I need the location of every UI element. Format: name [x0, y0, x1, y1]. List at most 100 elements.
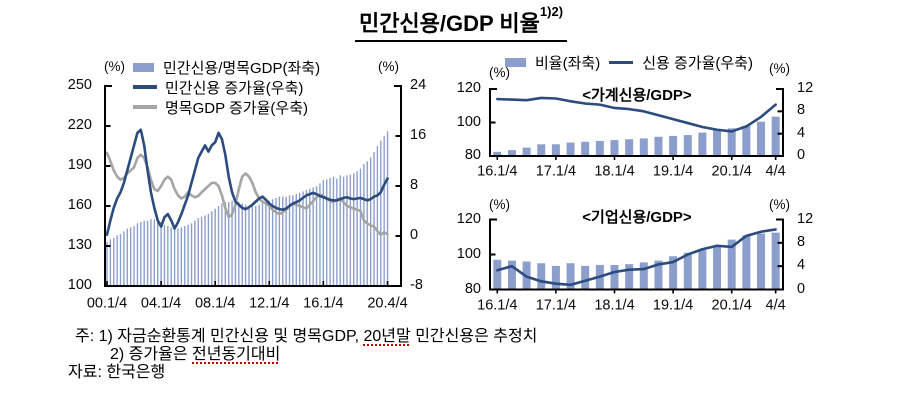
bar [727, 239, 736, 290]
bar [309, 188, 311, 286]
bar [211, 211, 213, 286]
bar [386, 131, 389, 286]
y-axis-tick-label: 12 [797, 210, 814, 227]
bar [507, 150, 516, 156]
bar [282, 196, 284, 286]
bar [742, 125, 751, 156]
y-axis-tick-label: 4 [797, 257, 806, 274]
bar [383, 136, 385, 286]
legend-item-credit-growth: 민간신용 증가율(우축) [133, 77, 320, 97]
bar [771, 232, 780, 290]
bar [305, 190, 308, 286]
y-axis-tick-label: 0 [797, 280, 806, 297]
bar [238, 202, 240, 286]
x-axis-tick-label: 4/4 [765, 163, 786, 180]
note-1-prefix: 1) 자금순환통계 민간신용 및 명목GDP, [98, 328, 364, 345]
bar [713, 245, 722, 290]
bar [349, 174, 352, 286]
bar [329, 178, 331, 286]
right-panel-legend: 비율(좌축) 신용 증가율(우축) [505, 52, 753, 73]
bar [119, 234, 122, 286]
legend-item-label: 비율(좌축) [535, 55, 601, 72]
y-axis-tick-label: 8 [797, 102, 806, 119]
bar [180, 227, 183, 286]
bar [288, 195, 291, 286]
bar [285, 196, 287, 286]
bar [356, 171, 358, 286]
bar [669, 256, 678, 290]
x-axis-tick-label: 4/4 [765, 297, 786, 314]
note-1-suffix: 민간신용은 추정치 [410, 328, 538, 345]
y-axis-tick-label: 0 [410, 227, 419, 244]
right-axis-unit-label: (%) [769, 197, 790, 212]
y-axis-tick-label: 12 [797, 80, 814, 97]
bar [654, 260, 663, 290]
bar [194, 220, 196, 286]
bar [771, 116, 780, 156]
x-axis-tick-label: 00.1/4 [86, 295, 128, 312]
bar [278, 196, 281, 286]
corporate-chart-title: <기업신용/GDP> [582, 209, 692, 226]
bar [217, 206, 220, 286]
bar [113, 238, 115, 286]
note-1-marked: 20년말 [363, 328, 411, 345]
x-axis-tick-label: 08.1/4 [194, 295, 236, 312]
y-axis-tick-label: 250 [67, 77, 92, 94]
figure-title: 민간신용/GDP 비율1)2) [354, 4, 568, 42]
y-axis-tick-label: 8 [797, 234, 806, 251]
bar [625, 139, 634, 156]
bar [187, 224, 189, 286]
bar [150, 219, 152, 286]
bar [698, 250, 707, 290]
bar [214, 208, 216, 286]
y-axis-tick-label: -8 [410, 277, 423, 294]
bar-swatch-icon [505, 58, 526, 67]
bar [268, 200, 270, 286]
bar [625, 264, 634, 290]
bar [315, 186, 318, 286]
y-axis-tick-label: 16 [410, 127, 427, 144]
footnote-1: 주: 1) 자금순환통계 민간신용 및 명목GDP, 20년말 민간신용은 추정… [75, 328, 537, 346]
bar [363, 164, 365, 286]
series-line [105, 151, 389, 237]
bar [346, 175, 348, 286]
source-note: 자료: 한국은행 [68, 364, 165, 382]
bar [581, 265, 590, 290]
bar [312, 187, 314, 286]
legend-item-label: 민간신용 증가율(우축) [165, 79, 304, 97]
bar [265, 202, 267, 286]
bar [129, 227, 132, 286]
bar [221, 203, 223, 286]
bar [742, 235, 751, 290]
bar [200, 216, 203, 286]
bar [566, 263, 575, 290]
bar [160, 222, 162, 286]
x-axis-tick-label: 17.1/4 [535, 163, 577, 180]
household-chart-title: <가계신용/GDP> [582, 87, 692, 104]
bar [261, 203, 264, 286]
bar [241, 203, 243, 286]
y-axis-tick-label: 120 [456, 210, 481, 227]
bar [654, 136, 663, 156]
y-axis-tick-label: 0 [797, 147, 806, 164]
bar [146, 220, 149, 286]
y-axis-tick-label: 130 [67, 237, 92, 254]
bar [197, 218, 199, 286]
bar [639, 138, 648, 156]
bar [123, 231, 125, 286]
bar [140, 222, 142, 286]
bar [234, 200, 237, 286]
source-value: 한국은행 [106, 364, 166, 381]
bar [224, 202, 226, 286]
bar [244, 204, 247, 286]
legend-item-gdp-growth: 명목GDP 증가율(우축) [133, 97, 320, 117]
bar [551, 144, 560, 156]
bar [537, 263, 546, 290]
bar [683, 135, 692, 156]
x-axis-tick-label: 16.1/4 [477, 163, 518, 180]
bar [184, 226, 186, 286]
bar [326, 179, 328, 286]
x-axis-tick-label: 04.1/4 [140, 295, 182, 312]
